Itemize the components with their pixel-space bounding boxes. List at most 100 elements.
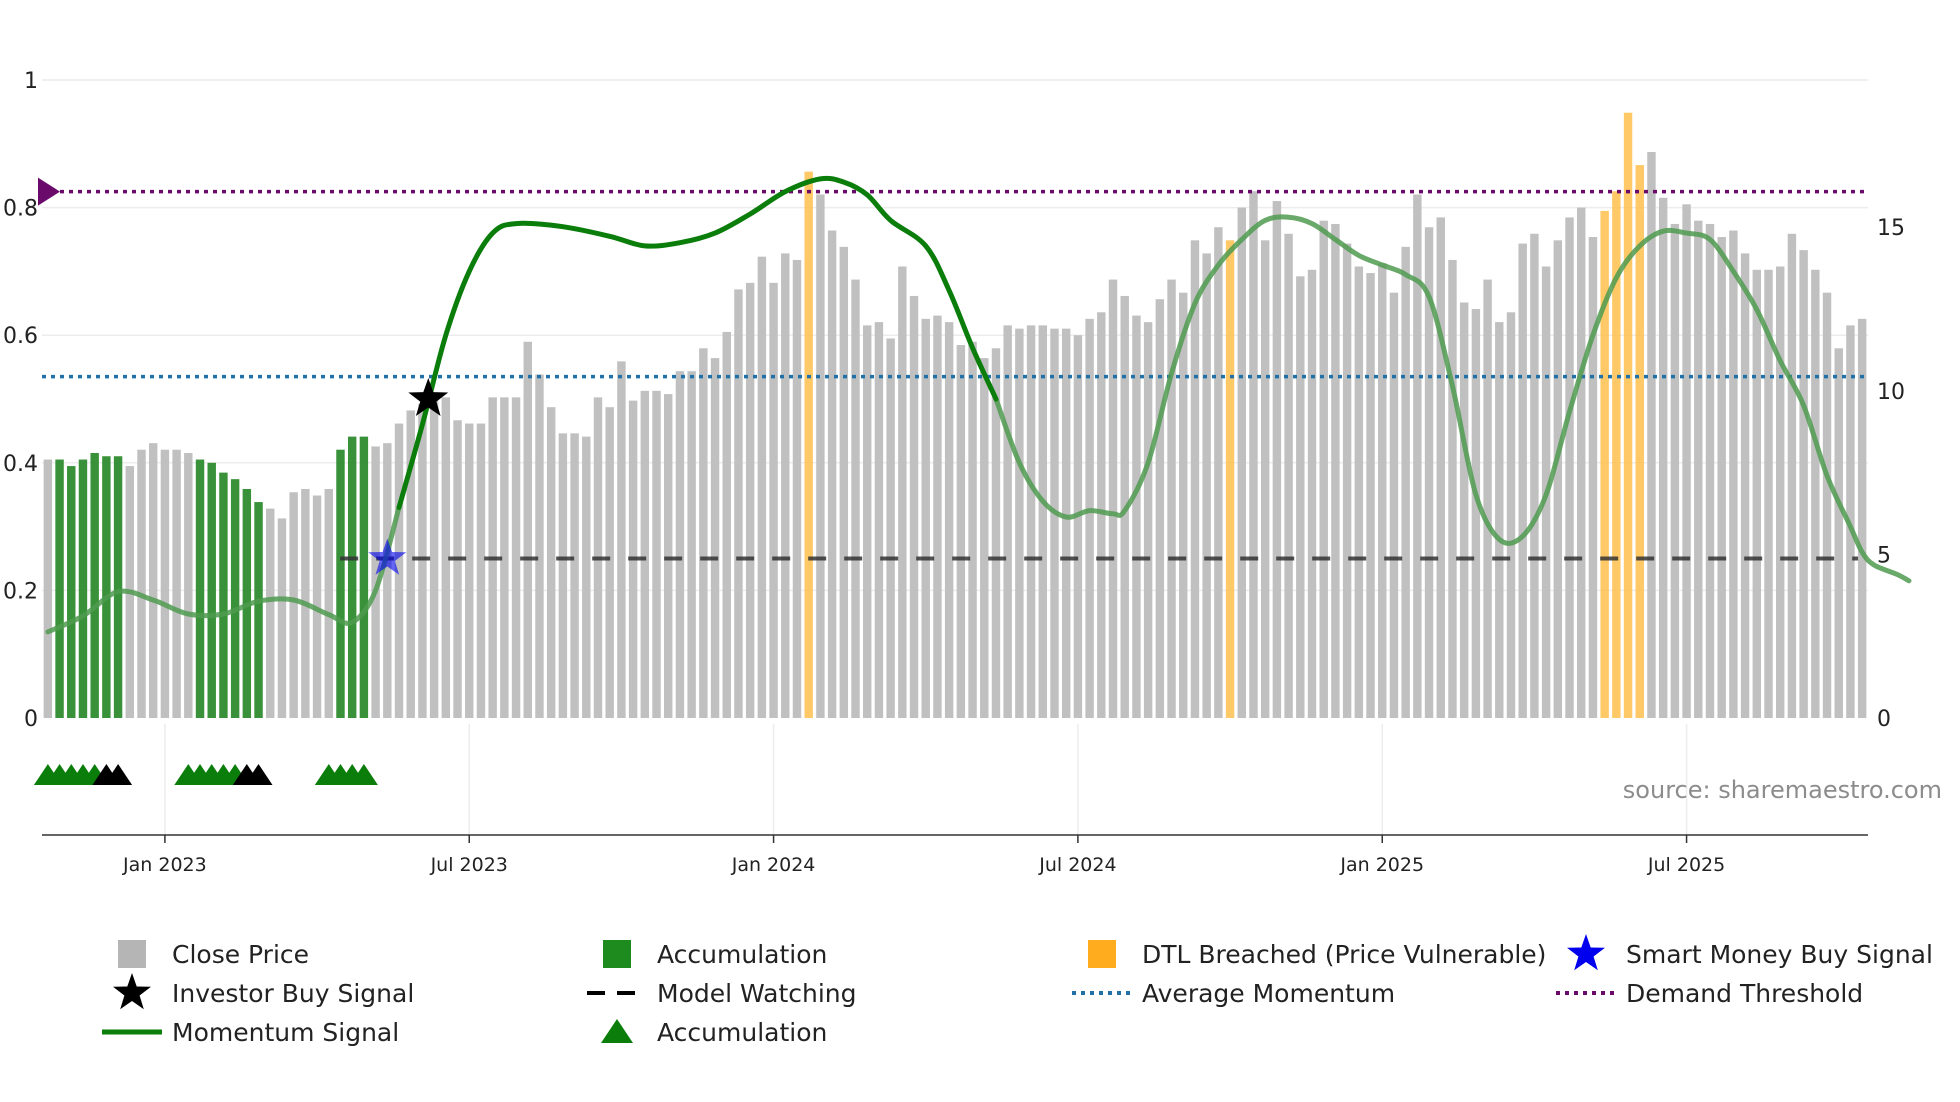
close-price-bar-117 [1413, 194, 1422, 718]
dtl-breached-bar-101 [1225, 240, 1235, 719]
close-price-bar-126 [1518, 243, 1527, 719]
close-price-bar-103 [1249, 191, 1258, 718]
close-price-bar-99 [1202, 253, 1211, 718]
close-price-bar-112 [1354, 266, 1364, 718]
close-price-bar-42 [535, 374, 544, 718]
accumulation-bar-1 [55, 459, 64, 718]
close-price-bar-61 [757, 256, 767, 718]
grid-lines [42, 79, 1868, 835]
close-price-bar-40 [511, 397, 521, 718]
smart-money-buy-signal-star [368, 538, 407, 575]
close-price-bar-104 [1260, 240, 1270, 719]
close-price-bar-88 [1073, 335, 1083, 718]
close-price-bar-30 [394, 423, 404, 718]
dtl-breached-bar-65 [804, 171, 813, 719]
close-price-bar-84 [1026, 325, 1036, 718]
close-price-bar-131 [1577, 207, 1586, 718]
close-price-bar-147 [1764, 269, 1773, 718]
close-price-bar-66 [816, 194, 825, 718]
close-price-bar-48 [605, 407, 614, 718]
close-price-bar-29 [383, 443, 392, 718]
legend-investor-buy-signal-icon [113, 973, 151, 1010]
accumulation-triangle-27 [349, 764, 378, 785]
close-price-bar-142 [1705, 223, 1715, 718]
close-price-bar-90 [1097, 312, 1106, 718]
legend-dtl-breached-price-vulnerable-swatch [1088, 940, 1116, 968]
legend-average-momentum-label: Average Momentum [1142, 979, 1395, 1008]
legend-smart-money-buy-signal-icon [1567, 934, 1605, 971]
close-price-bar-143 [1717, 237, 1726, 719]
close-price-bar-31 [406, 410, 415, 718]
close-price-bar-140 [1682, 204, 1691, 719]
close-price-bar-72 [886, 338, 895, 718]
accumulation-bar-15 [219, 472, 228, 718]
close-price-bar-56 [699, 348, 708, 718]
right-axis-tick-label: 10 [1877, 380, 1905, 405]
dtl-breached-bar-136 [1635, 165, 1644, 719]
close-price-bar-68 [839, 246, 849, 718]
x-axis-tick-label: Jan 2024 [731, 854, 816, 876]
close-price-bar-125 [1506, 312, 1516, 718]
close-price-bar-148 [1775, 266, 1785, 718]
close-price-bar-120 [1448, 259, 1457, 718]
x-axis-tick-label: Jan 2025 [1339, 854, 1424, 876]
legend-close-price-swatch [118, 940, 146, 968]
close-price-bar-89 [1085, 318, 1094, 718]
close-price-bar-79 [968, 341, 977, 718]
close-price-bar-141 [1694, 220, 1703, 718]
close-price-bar-102 [1237, 207, 1246, 718]
legend-dtl-breached-price-vulnerable-label: DTL Breached (Price Vulnerable) [1142, 940, 1546, 969]
right-axis-tick-label: 5 [1877, 543, 1891, 568]
close-price-bar-21 [289, 492, 298, 718]
close-price-bar-19 [266, 508, 275, 718]
close-price-bar-36 [465, 423, 474, 718]
close-price-bar-93 [1132, 315, 1141, 718]
close-price-bar-146 [1752, 269, 1762, 718]
close-price-bar-118 [1424, 227, 1434, 718]
close-price-bar-75 [921, 318, 930, 718]
close-price-bar-94 [1143, 322, 1153, 718]
legend-demand-threshold-label: Demand Threshold [1626, 979, 1863, 1008]
momentum-line-faded-0 [45, 505, 402, 635]
legend-smart-money-buy-signal-label: Smart Money Buy Signal [1626, 940, 1933, 969]
close-price-bar-57 [710, 358, 720, 718]
close-price-bar-67 [827, 230, 837, 718]
momentum-line-strong [396, 175, 999, 510]
signal-triangle-18 [244, 764, 273, 785]
close-price-bar-28 [371, 446, 380, 718]
momentum-signal [45, 175, 1912, 635]
close-price-bar-52 [652, 390, 661, 718]
close-price-bar-64 [792, 259, 802, 718]
close-price-bar-123 [1483, 279, 1492, 718]
close-price-bar-139 [1670, 223, 1680, 718]
close-price-bar-105 [1272, 201, 1282, 719]
accumulation-bar-3 [78, 459, 88, 718]
close-price-bar-33 [429, 400, 439, 718]
close-price-bar-119 [1436, 217, 1445, 718]
legend-model-watching-label: Model Watching [657, 979, 857, 1008]
close-price-bar-77 [944, 322, 954, 718]
left-axis-tick-label: 0.6 [3, 324, 38, 349]
legend-accumulation-swatch [603, 940, 631, 968]
legend-accumulation-label: Accumulation [657, 1018, 827, 1047]
close-price-bar-69 [851, 279, 860, 718]
close-price-bar-145 [1740, 253, 1750, 718]
close-price-bar-111 [1342, 243, 1352, 719]
accumulation-bar-2 [67, 466, 76, 718]
accumulation-bar-13 [195, 459, 205, 718]
accumulation-bar-14 [207, 462, 216, 718]
accumulation-bar-26 [347, 436, 357, 718]
accumulation-bar-6 [113, 456, 123, 718]
momentum-line-faded-1 [993, 214, 1912, 584]
legend: Close Price Investor Buy Signal Momentum S… [102, 934, 1933, 1047]
close-price-bar-83 [1015, 328, 1024, 718]
close-price-bar-149 [1787, 233, 1797, 718]
close-price-bar-60 [745, 282, 755, 718]
accumulation-bar-5 [102, 456, 111, 718]
close-price-bar-55 [687, 371, 696, 718]
close-price-bar-39 [500, 397, 509, 718]
close-price-bar-95 [1155, 299, 1165, 718]
close-price-bar-80 [980, 358, 989, 718]
accumulation-bar-16 [230, 479, 240, 718]
close-price-bar-81 [991, 348, 1001, 718]
